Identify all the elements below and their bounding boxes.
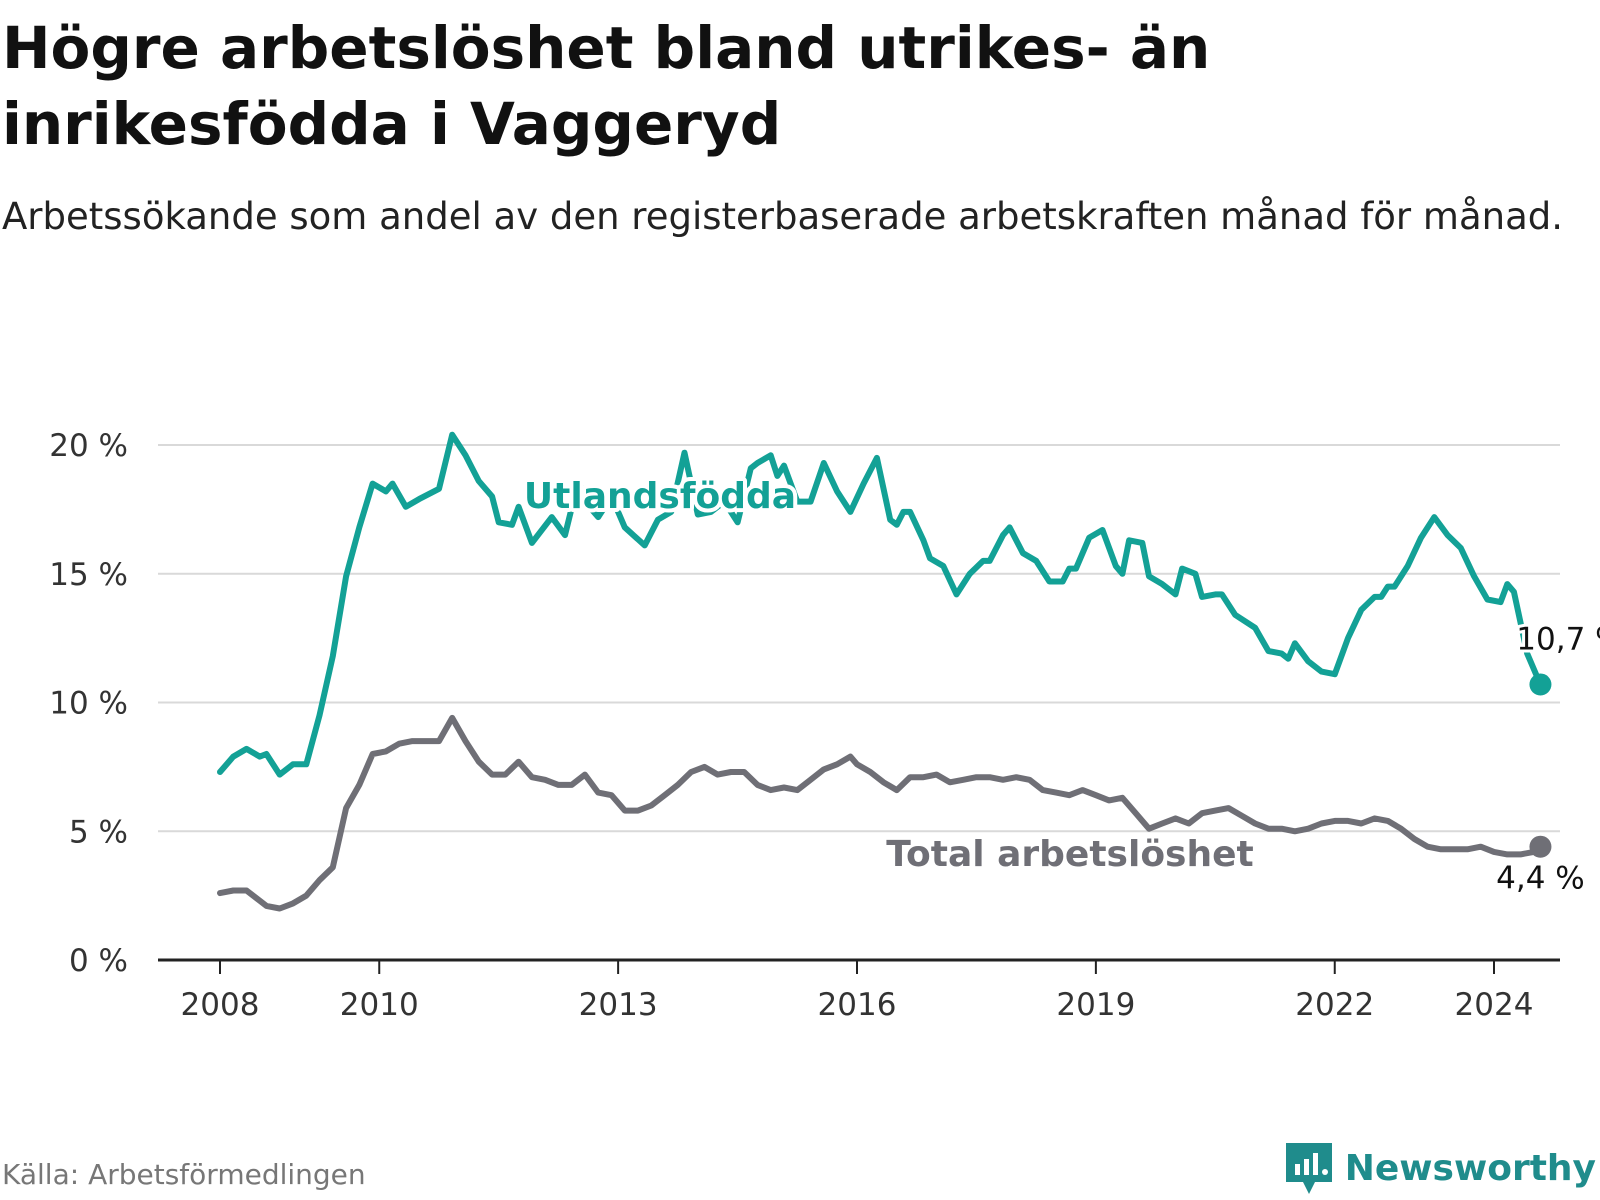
x-tick-label: 2024 <box>1455 987 1534 1020</box>
y-tick-label: 10 % <box>49 686 128 722</box>
labels: Utlandsfödda 10,7 % Total arbetslöshet 4,4 … <box>520 472 1600 900</box>
line-chart: 0 % 5 % 10 % 15 % 20 % 2008 2010 2013 2016 2019 20… <box>49 428 1600 1020</box>
series-end-marker-1 <box>1529 835 1552 858</box>
series-end-value-label: 10,7 % <box>1516 621 1600 657</box>
series-line-1 <box>217 714 1544 912</box>
y-tick-label: 20 % <box>49 428 128 464</box>
series <box>217 431 1552 912</box>
x-tick-label: 2019 <box>1056 987 1135 1020</box>
x-tick-label: 2010 <box>340 987 419 1020</box>
brand-logo: Newsworthy <box>1283 1140 1596 1196</box>
series-name-label: Total arbetslöshet <box>886 834 1254 875</box>
grid-lines <box>158 444 1560 833</box>
x-tick-label: 2016 <box>818 987 897 1020</box>
brand-name: Newsworthy <box>1344 1147 1596 1189</box>
newsworthy-logo-icon <box>1285 1143 1332 1194</box>
series-end-marker-0 <box>1529 673 1552 696</box>
x-tick-label: 2013 <box>579 987 658 1020</box>
chart-subtitle: Arbetssökande som andel av den registerb… <box>2 195 1563 238</box>
source-note: Källa: Arbetsförmedlingen <box>2 1158 366 1191</box>
series-name-label: Utlandsfödda <box>524 476 796 517</box>
y-tick-label: 5 % <box>69 814 128 850</box>
series-end-value-label: 4,4 % <box>1496 861 1585 897</box>
x-tick-label: 2022 <box>1295 987 1374 1020</box>
series-line-0 <box>217 431 1544 778</box>
y-tick-label: 0 % <box>69 943 128 979</box>
y-tick-label: 15 % <box>49 557 128 593</box>
chart-title: Högre arbetslöshet bland utrikes- än inr… <box>2 14 1211 158</box>
x-tick-label: 2008 <box>181 987 260 1020</box>
axes: 0 % 5 % 10 % 15 % 20 % 2008 2010 2013 2016 2019 20… <box>49 428 1560 1020</box>
